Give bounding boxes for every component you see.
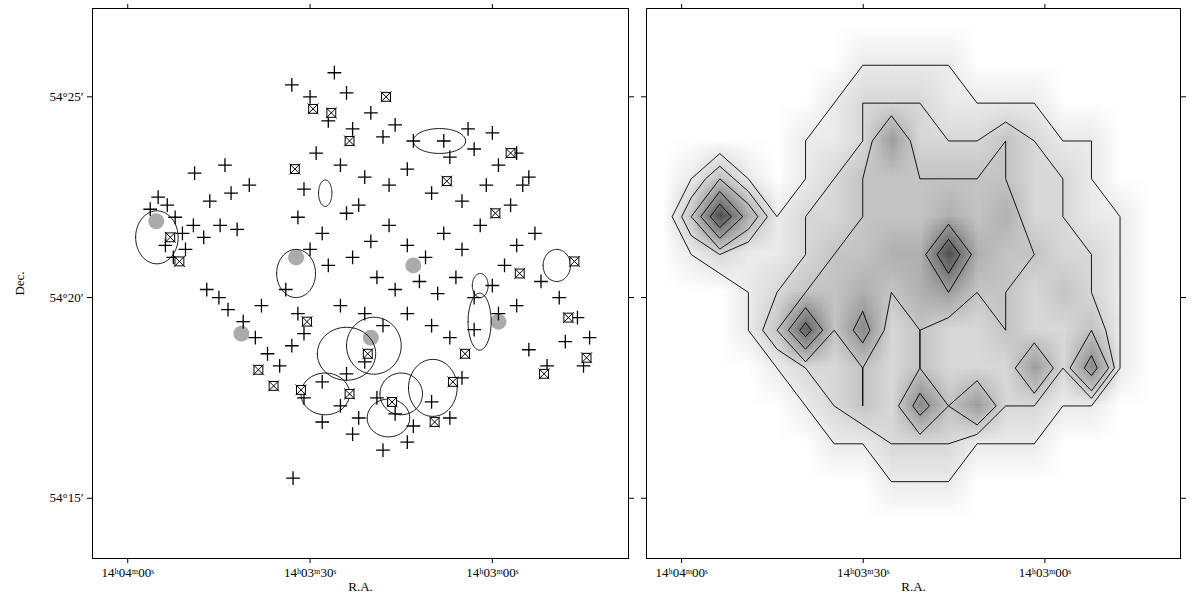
- svg-text:54°20′: 54°20′: [49, 290, 83, 305]
- svg-text:14ʰ04ᵐ00ˢ: 14ʰ04ᵐ00ˢ: [655, 565, 708, 580]
- svg-text:14ʰ03ᵐ30ˢ: 14ʰ03ᵐ30ˢ: [284, 565, 337, 580]
- svg-text:14ʰ03ᵐ30ˢ: 14ʰ03ᵐ30ˢ: [837, 565, 890, 580]
- svg-text:Dec.: Dec.: [12, 271, 27, 295]
- svg-text:14ʰ03ᵐ00ˢ: 14ʰ03ᵐ00ˢ: [1019, 565, 1072, 580]
- svg-text:54°15′: 54°15′: [49, 490, 83, 505]
- svg-text:R.A.: R.A.: [901, 579, 926, 594]
- svg-text:R.A.: R.A.: [348, 579, 373, 594]
- svg-text:54°25′: 54°25′: [49, 89, 83, 104]
- svg-text:14ʰ04ᵐ00ˢ: 14ʰ04ᵐ00ˢ: [102, 565, 155, 580]
- svg-text:14ʰ03ᵐ00ˢ: 14ʰ03ᵐ00ˢ: [466, 565, 519, 580]
